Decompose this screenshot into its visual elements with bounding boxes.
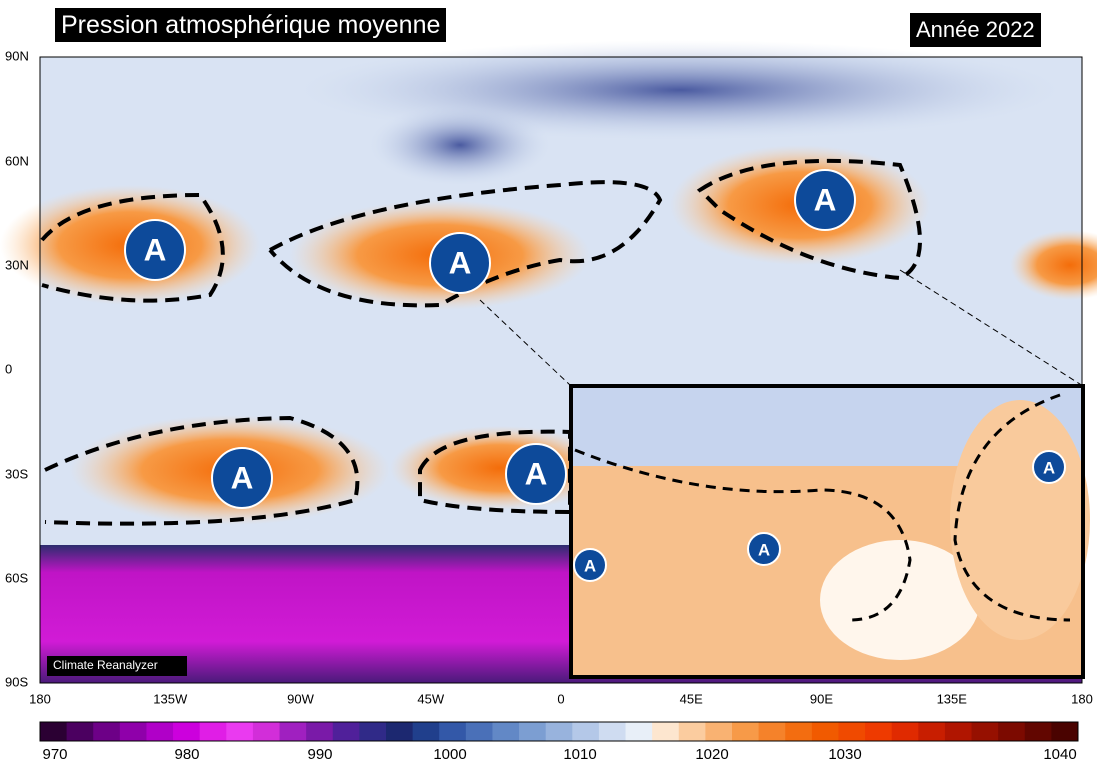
colorbar-swatch: [1024, 722, 1052, 741]
colorbar-swatch: [93, 722, 121, 741]
colorbar-swatch: [545, 722, 573, 741]
colorbar-swatch: [173, 722, 201, 741]
colorbar-swatch: [891, 722, 919, 741]
high-circle: [747, 532, 781, 566]
credit: Climate Reanalyzer: [53, 658, 158, 672]
colorbar-label: 970: [42, 746, 67, 763]
colorbar-swatch: [119, 722, 147, 741]
high-label: A: [231, 459, 254, 495]
lon-label: 45W: [417, 691, 444, 706]
colorbar-swatch: [279, 722, 307, 741]
colorbar-label: 990: [307, 746, 332, 763]
map-frame: [39, 56, 1083, 684]
colorbar-swatch: [439, 722, 467, 741]
colorbar-label: 1000: [433, 746, 466, 763]
high-label: A: [449, 244, 472, 280]
colorbar-swatch: [492, 722, 520, 741]
colorbar-swatch: [918, 722, 946, 741]
lon-label: 0: [557, 691, 564, 706]
high-pressure-marker: A: [505, 443, 567, 505]
pressure-field: [0, 40, 1097, 683]
title: Pression atmosphérique moyenne: [55, 8, 447, 42]
lat-label: 90N: [5, 48, 29, 63]
colorbar-swatch: [678, 722, 706, 741]
high-circle: [429, 232, 491, 294]
high-label: A: [584, 556, 596, 575]
lon-label: 90W: [287, 691, 314, 706]
high-circle: [211, 447, 273, 509]
colorbar-swatch: [811, 722, 839, 741]
high-label: A: [525, 455, 548, 491]
colorbar-swatch: [40, 722, 68, 741]
lon-label: 45E: [680, 691, 703, 706]
high-label: A: [758, 540, 770, 559]
high-pressure-marker: A: [124, 219, 186, 281]
high-label: A: [1043, 458, 1055, 477]
colorbar-swatch: [306, 722, 334, 741]
inset-connector: [899, 269, 1084, 387]
lon-label: 90E: [810, 691, 833, 706]
colorbar-swatch: [66, 722, 94, 741]
colorbar-swatch: [465, 722, 493, 741]
colorbar-label: 1020: [695, 746, 728, 763]
high-label: A: [814, 181, 837, 217]
high-circle: [1032, 450, 1066, 484]
high-circle: [505, 443, 567, 505]
colorbar-label: 1030: [828, 746, 861, 763]
colorbar-swatch: [944, 722, 973, 741]
lon-label: 135W: [153, 691, 188, 706]
colorbar-swatch: [625, 722, 653, 741]
high-pressure-marker: A: [1032, 450, 1066, 484]
colorbar-swatch: [332, 722, 360, 741]
colorbar-swatch: [252, 722, 281, 741]
high-circle: [124, 219, 186, 281]
colorbar-swatch: [732, 722, 760, 741]
colorbar-swatch: [758, 722, 786, 741]
lon-label: 135E: [937, 691, 968, 706]
lat-label: 60S: [5, 570, 28, 585]
colorbar-swatch: [705, 722, 733, 741]
colorbar-swatch: [1051, 722, 1079, 741]
colorbar-swatch: [412, 722, 440, 741]
high-pressure-marker: A: [794, 169, 856, 231]
colorbar-swatch: [146, 722, 174, 741]
lat-label: 30N: [5, 257, 29, 272]
colorbar-swatch: [519, 722, 547, 741]
colorbar-swatch: [998, 722, 1026, 741]
lat-label: 0: [5, 361, 12, 376]
colorbar-swatch: [386, 722, 414, 741]
lon-label: 180: [29, 691, 51, 706]
lat-label: 60N: [5, 153, 29, 168]
inset: [569, 384, 1090, 679]
colorbar-swatch: [226, 722, 254, 741]
colorbar-swatch: [865, 722, 893, 741]
high-pressure-marker: A: [747, 532, 781, 566]
colorbar-frame: [39, 721, 1079, 742]
colorbar-swatch: [199, 722, 227, 741]
credit-box: [47, 656, 187, 676]
colorbar-swatch: [785, 722, 813, 741]
colorbar-swatch: [838, 722, 866, 741]
colorbar-label: 980: [174, 746, 199, 763]
high-pressure-marker: A: [429, 232, 491, 294]
high-circle: [573, 548, 607, 582]
colorbar-label: 1040: [1043, 746, 1076, 763]
lat-label: 30S: [5, 466, 28, 481]
colorbar-swatch: [572, 722, 600, 741]
high-pressure-marker: A: [573, 548, 607, 582]
high-pressure-marker: A: [211, 447, 273, 509]
colorbar-swatch: [652, 722, 680, 741]
inset-connector: [479, 299, 572, 387]
colorbar-swatch: [359, 722, 387, 741]
year: Année 2022: [910, 13, 1041, 47]
colorbar-label: 1010: [563, 746, 596, 763]
lon-label: 180: [1071, 691, 1093, 706]
high-label: A: [144, 231, 167, 267]
high-circle: [794, 169, 856, 231]
lat-label: 90S: [5, 674, 28, 689]
colorbar-swatch: [971, 722, 999, 741]
colorbar-swatch: [598, 722, 627, 741]
